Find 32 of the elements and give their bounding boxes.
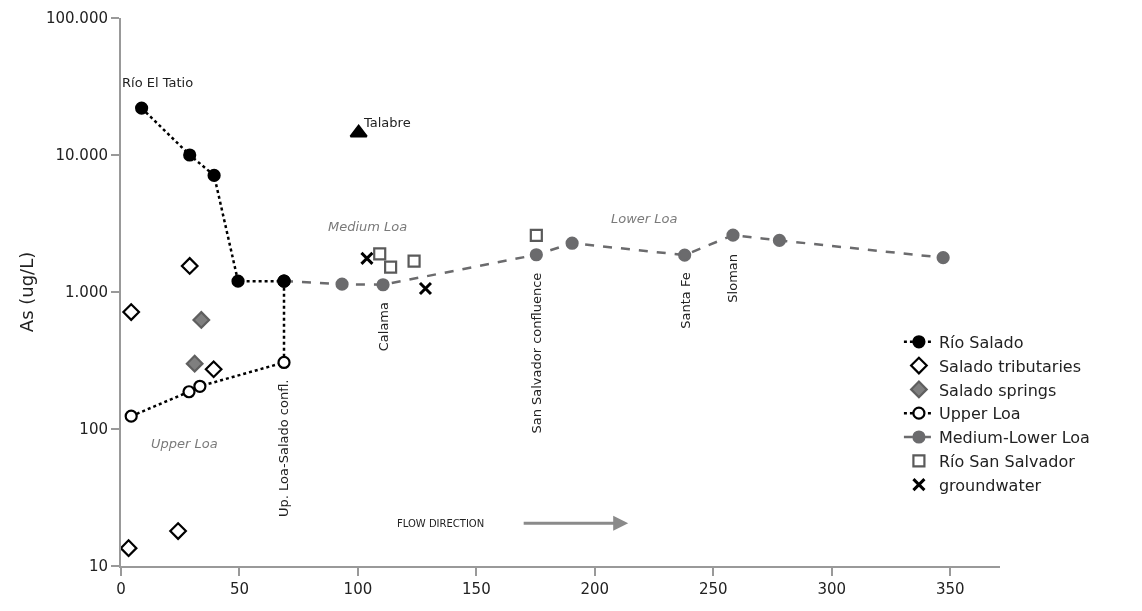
annotation: Upper Loa	[151, 436, 218, 451]
y-tick-label: 100.000	[45, 9, 108, 28]
y-tick-label: 10.000	[55, 146, 108, 165]
y-tick-label: 100	[79, 420, 108, 439]
legend-label: groundwater	[938, 475, 1042, 495]
x-tick-label: 150	[462, 580, 491, 598]
x-tick-label: 50	[229, 580, 250, 598]
annotation: Santa Fe	[677, 272, 693, 329]
y-axis-title: As (ug/L)	[15, 251, 37, 333]
annotation: San Salvador confluence	[529, 272, 545, 434]
legend-label: Salado tributaries	[938, 356, 1082, 376]
annotation: Talabre	[363, 115, 411, 130]
annotation: Calama	[375, 302, 391, 352]
y-tick-label: 1.000	[65, 283, 108, 302]
legend-label: Medium-Lower Loa	[938, 428, 1090, 448]
annotation: Medium Loa	[328, 219, 408, 234]
x-tick-label: 200	[580, 580, 610, 598]
annotation: Up. Loa-Salado confl.	[276, 379, 292, 517]
x-tick-label: 300	[817, 580, 847, 598]
legend-label: Upper Loa	[938, 404, 1021, 424]
annotation: FLOW DIRECTION	[397, 518, 485, 529]
annotation: Río El Tatio	[122, 75, 194, 90]
y-tick-label: 10	[88, 557, 108, 576]
x-tick-label: 350	[935, 580, 965, 598]
x-tick-label: 100	[343, 580, 373, 598]
legend-label: Río San Salvador	[938, 452, 1076, 472]
annotation: Lower Loa	[611, 211, 678, 226]
x-tick-label: 0	[116, 580, 126, 598]
legend-label: Salado springs	[938, 380, 1057, 400]
legend-label: Río Salado	[938, 333, 1024, 353]
annotation: Sloman	[725, 253, 741, 303]
x-tick-label: 250	[699, 580, 728, 598]
